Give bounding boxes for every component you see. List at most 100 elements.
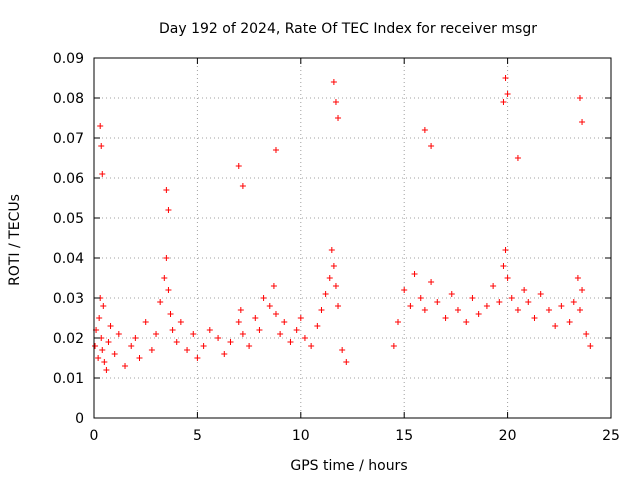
x-axis-label: GPS time / hours [290,458,407,474]
chart-title: Day 192 of 2024, Rate Of TEC Index for r… [159,21,537,37]
data-point [330,263,337,269]
data-point [167,311,174,317]
data-point [281,319,288,325]
data-point [502,75,509,81]
data-point [128,343,135,349]
data-point [308,343,315,349]
data-point [239,183,246,189]
y-axis-label: ROTI / TECUs [7,194,23,286]
data-point [442,315,449,321]
x-axis-ticks: 0 5 10 15 20 25 [90,58,620,444]
data-point [521,287,528,293]
y-tick-label: 0.08 [53,91,84,107]
data-point [221,351,228,357]
data-point [272,147,279,153]
data-point [390,343,397,349]
data-point [417,295,424,301]
data-point [545,307,552,313]
data-point [246,343,253,349]
data-point [566,319,573,325]
data-point [239,331,246,337]
plot-frame [93,57,612,419]
data-point [504,275,511,281]
data-point [301,335,308,341]
data-point [531,315,538,321]
data-point [173,339,180,345]
data-point [318,307,325,313]
data-point [115,331,122,337]
x-tick-label: 20 [499,428,517,444]
data-point [394,319,401,325]
data-point [165,207,172,213]
y-tick-label: 0.01 [53,371,84,387]
data-point [504,91,511,97]
data-point [148,347,155,353]
data-point [272,311,279,317]
data-point [500,263,507,269]
data-point [448,291,455,297]
data-point [96,315,103,321]
data-point [92,343,99,349]
data-point [463,319,470,325]
data-point [326,275,333,281]
data-point [407,303,414,309]
data-point [579,287,586,293]
data-point [502,247,509,253]
x-tick-label: 25 [602,428,620,444]
data-point [428,143,435,149]
data-point [483,303,490,309]
data-point [132,335,139,341]
data-point [552,323,559,329]
data-point [161,275,168,281]
data-point [335,115,342,121]
x-tick-label: 10 [292,428,310,444]
data-points [92,75,594,373]
data-point [235,163,242,169]
data-point [103,367,110,373]
data-point [206,327,213,333]
data-point [330,79,337,85]
data-point [293,327,300,333]
data-point [99,347,106,353]
data-point [434,299,441,305]
data-point [256,327,263,333]
data-point [558,303,565,309]
y-axis-ticks: 0 0.01 0.02 0.03 0.04 0.05 0.06 0.07 0.08 0.09 [53,51,611,427]
data-point [500,99,507,105]
data-point [469,295,476,301]
data-point [514,307,521,313]
y-tick-label: 0.06 [53,171,84,187]
y-tick-label: 0.09 [53,51,84,67]
data-point [579,119,586,125]
data-point [421,127,428,133]
data-point [215,335,222,341]
data-point [287,339,294,345]
data-point [252,315,259,321]
data-point [99,171,106,177]
data-point [475,311,482,317]
data-point [343,359,350,365]
data-point [235,319,242,325]
data-point [177,319,184,325]
data-point [335,303,342,309]
data-point [570,299,577,305]
data-point [428,279,435,285]
data-point [194,355,201,361]
data-point [136,355,143,361]
data-point [163,255,170,261]
data-point [514,155,521,161]
data-point [111,351,118,357]
data-point [277,331,284,337]
data-point [97,123,104,129]
x-tick-label: 5 [193,428,202,444]
data-point [525,299,532,305]
data-point [401,287,408,293]
data-point [537,291,544,297]
y-tick-label: 0.02 [53,331,84,347]
data-point [583,331,590,337]
data-point [260,295,267,301]
data-point [332,99,339,105]
data-point [297,315,304,321]
data-point [200,343,207,349]
data-point [190,331,197,337]
